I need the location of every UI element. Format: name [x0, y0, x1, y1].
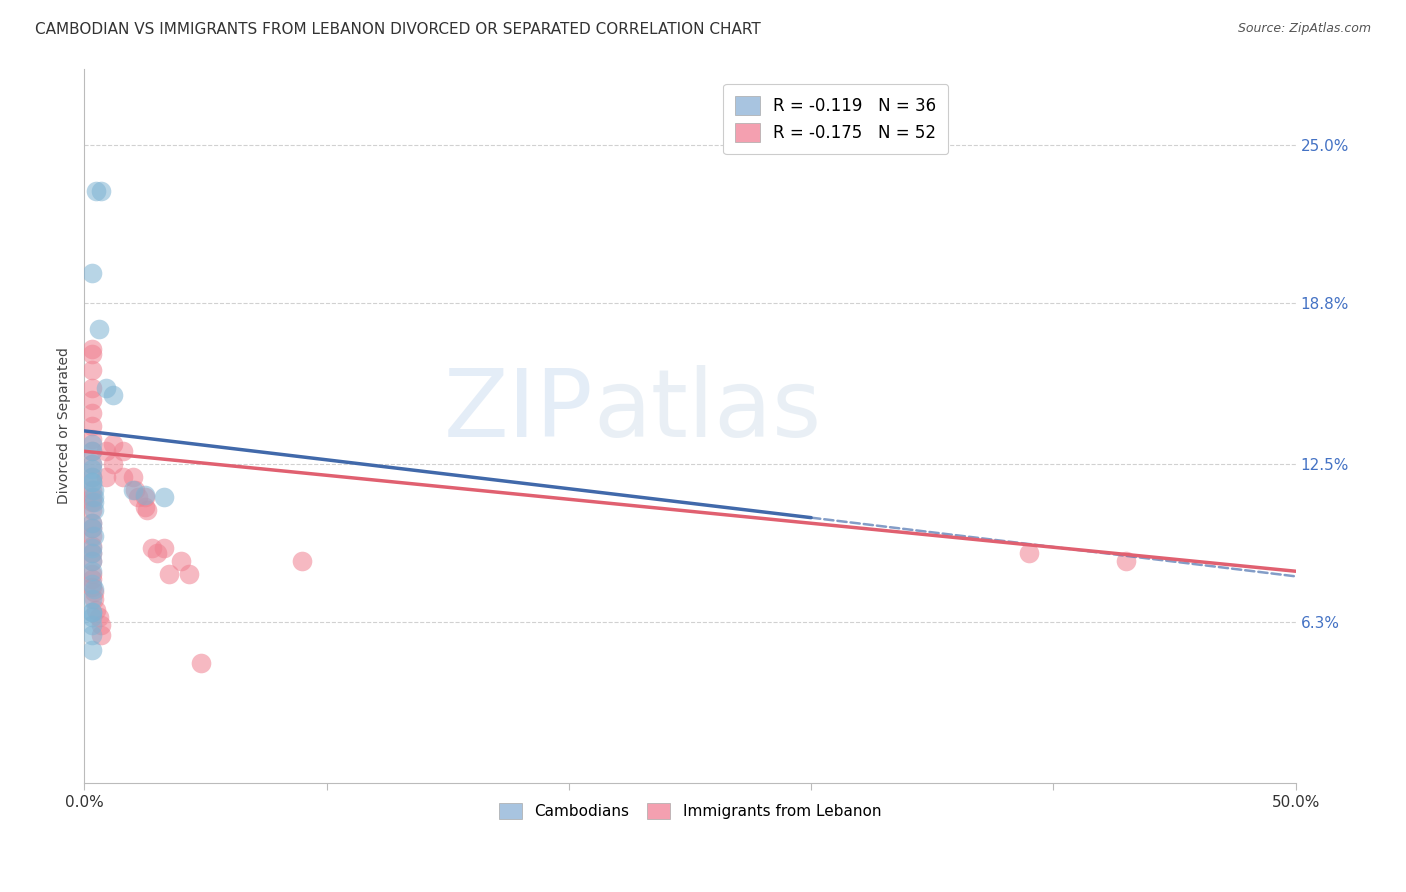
Point — [83, 528, 105, 542]
Point — [87, 610, 110, 624]
Point — [80, 380, 103, 394]
Point — [124, 483, 146, 497]
Point — [80, 436, 103, 450]
Point — [80, 475, 103, 489]
Point — [86, 184, 108, 198]
Point — [80, 495, 103, 509]
Point — [103, 388, 125, 402]
Point — [80, 617, 103, 632]
Text: Source: ZipAtlas.com: Source: ZipAtlas.com — [1237, 22, 1371, 36]
Point — [83, 483, 105, 497]
Point — [96, 380, 118, 394]
Point — [80, 444, 103, 458]
Text: CAMBODIAN VS IMMIGRANTS FROM LEBANON DIVORCED OR SEPARATED CORRELATION CHART: CAMBODIAN VS IMMIGRANTS FROM LEBANON DIV… — [35, 22, 761, 37]
Point — [80, 418, 103, 433]
Point — [103, 436, 125, 450]
Point — [96, 444, 118, 458]
Text: ZIP: ZIP — [443, 366, 593, 458]
Point — [170, 554, 193, 568]
Y-axis label: Divorced or Separated: Divorced or Separated — [58, 347, 72, 504]
Point — [80, 554, 103, 568]
Point — [80, 462, 103, 476]
Point — [121, 483, 143, 497]
Point — [96, 470, 118, 484]
Point — [87, 322, 110, 336]
Point — [80, 577, 103, 591]
Point — [291, 554, 314, 568]
Point — [80, 572, 103, 586]
Point — [80, 564, 103, 578]
Point — [103, 457, 125, 471]
Point — [83, 495, 105, 509]
Point — [86, 602, 108, 616]
Point — [80, 592, 103, 607]
Point — [83, 584, 105, 599]
Point — [80, 457, 103, 471]
Point — [80, 521, 103, 535]
Point — [80, 503, 103, 517]
Point — [1115, 554, 1137, 568]
Point — [83, 490, 105, 504]
Legend: Cambodians, Immigrants from Lebanon: Cambodians, Immigrants from Lebanon — [494, 797, 887, 825]
Point — [112, 444, 135, 458]
Point — [80, 566, 103, 581]
Point — [80, 393, 103, 408]
Point — [80, 605, 103, 619]
Point — [80, 343, 103, 357]
Point — [177, 566, 200, 581]
Point — [80, 546, 103, 560]
Point — [80, 628, 103, 642]
Point — [80, 554, 103, 568]
Point — [90, 184, 112, 198]
Point — [80, 457, 103, 471]
Point — [1018, 546, 1040, 560]
Point — [80, 490, 103, 504]
Point — [134, 490, 156, 504]
Point — [80, 546, 103, 560]
Point — [80, 266, 103, 280]
Point — [153, 490, 176, 504]
Point — [80, 610, 103, 624]
Point — [146, 546, 169, 560]
Point — [90, 628, 112, 642]
Point — [83, 582, 105, 596]
Point — [134, 488, 156, 502]
Point — [83, 592, 105, 607]
Point — [80, 362, 103, 376]
Point — [127, 490, 149, 504]
Point — [153, 541, 176, 556]
Point — [112, 470, 135, 484]
Point — [80, 541, 103, 556]
Point — [83, 503, 105, 517]
Point — [157, 566, 180, 581]
Point — [80, 444, 103, 458]
Point — [80, 539, 103, 553]
Text: atlas: atlas — [593, 366, 821, 458]
Point — [80, 432, 103, 446]
Point — [80, 516, 103, 530]
Point — [80, 580, 103, 594]
Point — [190, 656, 212, 670]
Point — [80, 528, 103, 542]
Point — [80, 470, 103, 484]
Point — [80, 516, 103, 530]
Point — [80, 475, 103, 489]
Point — [134, 500, 156, 515]
Point — [121, 470, 143, 484]
Point — [141, 541, 163, 556]
Point — [80, 643, 103, 657]
Point — [80, 521, 103, 535]
Point — [80, 347, 103, 361]
Point — [80, 406, 103, 420]
Point — [80, 605, 103, 619]
Point — [80, 483, 103, 497]
Point — [80, 470, 103, 484]
Point — [136, 503, 159, 517]
Point — [90, 617, 112, 632]
